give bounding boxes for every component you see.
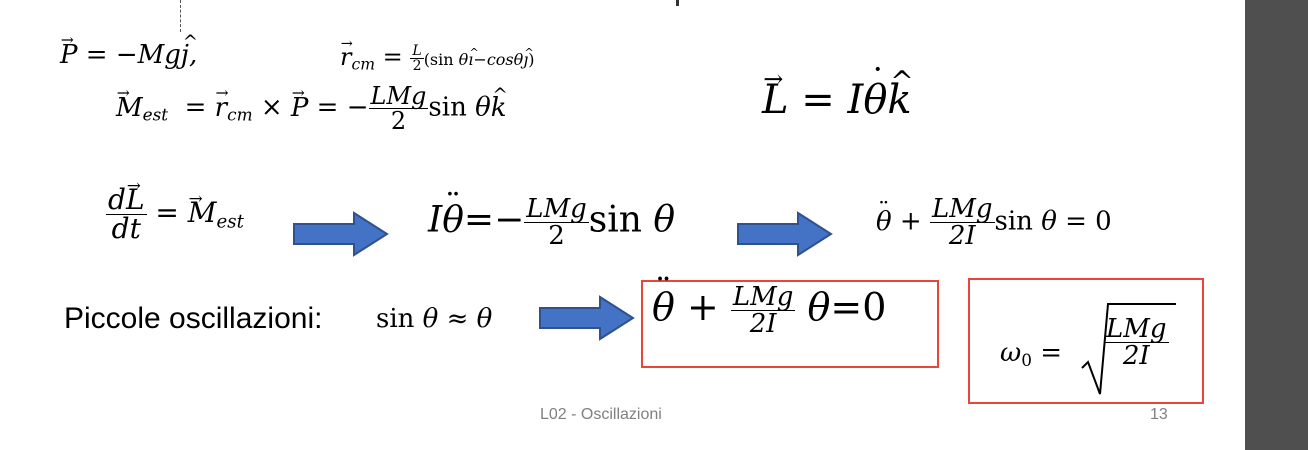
footer-title: L02 - Oscillazioni <box>540 406 662 423</box>
dashed-line <box>180 0 181 32</box>
scrollbar[interactable] <box>1245 0 1308 450</box>
equation-dL-dt: dLdt = Mest <box>106 177 244 243</box>
sqrt-symbol <box>1081 303 1176 395</box>
small-oscillations-label: Piccole oscillazioni: <box>64 302 323 335</box>
arrow-right-3 <box>539 295 635 341</box>
page-number: 13 <box>1150 406 1168 423</box>
equation-angular-momentum: L = Iθk <box>762 66 914 120</box>
arrow-right-2 <box>737 211 833 257</box>
small-angle-approximation: sin θ ≈ θ <box>376 304 493 334</box>
cropped-glyph <box>676 0 679 6</box>
arrow-right-1 <box>293 211 389 257</box>
equation-weight: P = −Mgj, <box>60 33 198 68</box>
slide: P = −Mgj, rcm = L2(sin θı−cosθȷ) Mest = … <box>0 0 1245 450</box>
equation-rcm: rcm = L2(sin θı−cosθȷ) <box>340 37 534 73</box>
angular-frequency-label: ω0 = <box>1000 338 1063 371</box>
boxed-equation <box>641 280 939 368</box>
omega-fraction: LMg 2I <box>1104 314 1169 371</box>
boxed-omega <box>968 278 1204 404</box>
